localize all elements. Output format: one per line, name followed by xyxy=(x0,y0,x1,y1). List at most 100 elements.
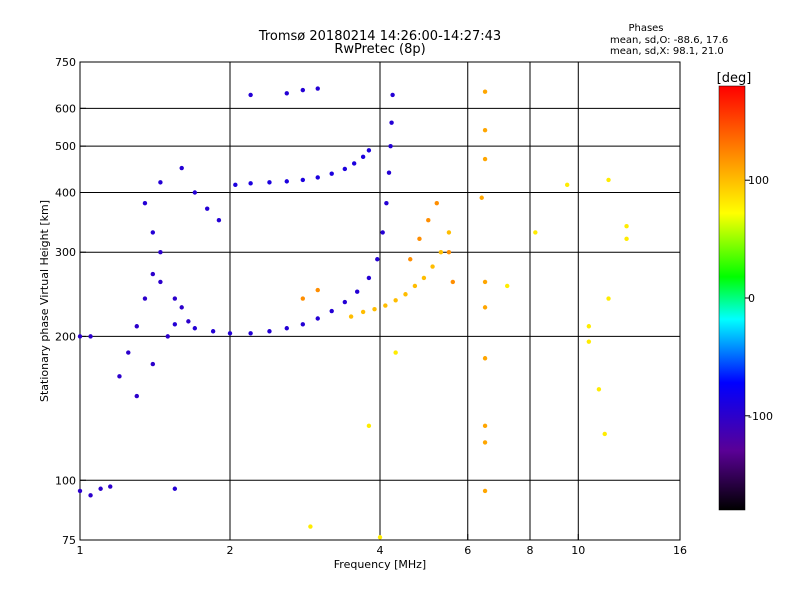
colorbar-tick-label: 0 xyxy=(748,292,755,305)
y-tick-label: 500 xyxy=(55,140,76,153)
colorbar-tick-label: -100 xyxy=(748,410,773,423)
data-point xyxy=(383,303,388,308)
data-point xyxy=(248,181,253,186)
x-tick-label: 2 xyxy=(227,544,234,557)
data-points xyxy=(77,86,629,540)
data-point xyxy=(421,275,427,281)
x-tick-label: 8 xyxy=(527,544,534,557)
x-tick-label: 6 xyxy=(464,544,471,557)
data-point xyxy=(479,195,484,200)
chart-subtitle: RwPretec (8p) xyxy=(334,42,425,57)
data-point xyxy=(606,296,611,301)
data-point xyxy=(233,182,238,188)
colorbar xyxy=(718,85,746,511)
y-tick-label: 100 xyxy=(55,474,76,487)
y-tick-label: 75 xyxy=(62,534,76,547)
data-point xyxy=(390,92,395,98)
data-point xyxy=(564,182,570,188)
data-point xyxy=(98,486,103,491)
data-point xyxy=(393,298,398,303)
data-point xyxy=(596,387,602,392)
data-point xyxy=(300,296,306,301)
x-tick-label: 4 xyxy=(377,544,384,557)
data-point xyxy=(342,166,348,172)
data-point xyxy=(108,484,113,489)
data-point xyxy=(158,180,163,185)
data-point xyxy=(117,374,122,379)
data-point xyxy=(366,148,372,153)
data-point xyxy=(329,171,334,176)
stats-line-x: mean, sd,X: 98.1, 21.0 xyxy=(610,46,724,57)
data-point xyxy=(482,356,488,361)
data-point xyxy=(417,236,422,242)
data-point xyxy=(315,287,320,293)
data-point xyxy=(360,154,366,160)
y-axis-label: Stationary phase Virtual Height [km] xyxy=(38,200,51,402)
x-tick-label: 1 xyxy=(77,544,84,557)
y-tick-label: 750 xyxy=(55,56,76,69)
data-point xyxy=(354,289,360,294)
data-point xyxy=(426,218,431,223)
data-point xyxy=(267,329,272,334)
data-point xyxy=(412,283,418,289)
data-point xyxy=(482,279,488,285)
data-point xyxy=(482,488,488,494)
data-point xyxy=(403,292,408,297)
data-point xyxy=(624,224,629,229)
data-point xyxy=(446,230,452,235)
data-point xyxy=(192,190,198,195)
data-point xyxy=(377,535,383,540)
data-point xyxy=(533,230,538,235)
data-point xyxy=(142,296,148,301)
data-point xyxy=(366,275,372,281)
data-point xyxy=(186,319,191,324)
stats-line-o: mean, sd,O: -88.6, 17.6 xyxy=(610,35,728,46)
x-tick-label: 10 xyxy=(571,544,585,557)
data-point xyxy=(150,361,156,367)
data-point xyxy=(284,179,289,184)
data-point xyxy=(351,161,357,166)
data-point xyxy=(88,334,93,339)
data-point xyxy=(586,339,592,344)
data-point xyxy=(482,305,488,310)
data-point xyxy=(482,89,488,94)
data-point xyxy=(179,165,184,171)
data-point xyxy=(300,87,306,93)
stats-title: Phases xyxy=(628,23,663,34)
data-point xyxy=(227,331,233,336)
data-point xyxy=(504,283,510,289)
x-axis-label: Frequency [MHz] xyxy=(334,558,426,571)
data-point xyxy=(408,257,413,262)
data-point xyxy=(210,329,216,334)
data-point xyxy=(150,271,156,277)
data-point xyxy=(126,350,131,355)
data-point xyxy=(342,299,348,305)
data-point xyxy=(438,250,444,255)
data-point xyxy=(315,316,320,321)
data-point xyxy=(348,314,354,319)
axis-ticks: 1 2 4 6 8 10 16 75 100 200 300 400 500 600 750 xyxy=(55,56,687,557)
data-point xyxy=(300,177,306,183)
data-point xyxy=(450,279,456,285)
y-tick-label: 600 xyxy=(55,102,76,115)
data-point xyxy=(384,200,389,206)
data-point xyxy=(360,309,366,315)
data-point xyxy=(375,257,380,262)
data-point xyxy=(134,393,139,399)
data-point xyxy=(77,488,83,494)
data-point xyxy=(216,218,222,223)
data-point xyxy=(602,431,607,437)
data-point xyxy=(482,156,488,162)
colorbar-tick-label: 100 xyxy=(748,174,769,187)
grid-lines xyxy=(80,62,680,540)
data-point xyxy=(482,423,488,429)
data-point xyxy=(372,306,377,312)
data-point xyxy=(248,92,253,98)
data-point xyxy=(179,305,184,310)
data-point xyxy=(204,206,210,211)
data-point xyxy=(586,324,592,329)
data-point xyxy=(172,296,178,301)
data-point xyxy=(267,180,272,185)
data-point xyxy=(158,250,163,255)
